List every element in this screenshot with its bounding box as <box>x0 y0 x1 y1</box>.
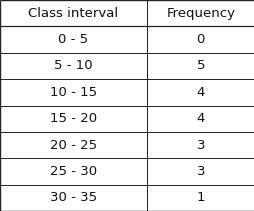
Text: 5: 5 <box>196 60 204 72</box>
Text: 25 - 30: 25 - 30 <box>50 165 97 178</box>
Text: 0 - 5: 0 - 5 <box>58 33 88 46</box>
Text: 15 - 20: 15 - 20 <box>50 112 97 125</box>
Text: 10 - 15: 10 - 15 <box>50 86 97 99</box>
Text: Frequency: Frequency <box>166 7 234 20</box>
Text: Class interval: Class interval <box>28 7 118 20</box>
Text: 1: 1 <box>196 191 204 204</box>
Text: 4: 4 <box>196 86 204 99</box>
Text: 5 - 10: 5 - 10 <box>54 60 92 72</box>
Text: 30 - 35: 30 - 35 <box>50 191 97 204</box>
Text: 3: 3 <box>196 139 204 151</box>
Text: 4: 4 <box>196 112 204 125</box>
Text: 0: 0 <box>196 33 204 46</box>
Text: 20 - 25: 20 - 25 <box>50 139 97 151</box>
Text: 3: 3 <box>196 165 204 178</box>
